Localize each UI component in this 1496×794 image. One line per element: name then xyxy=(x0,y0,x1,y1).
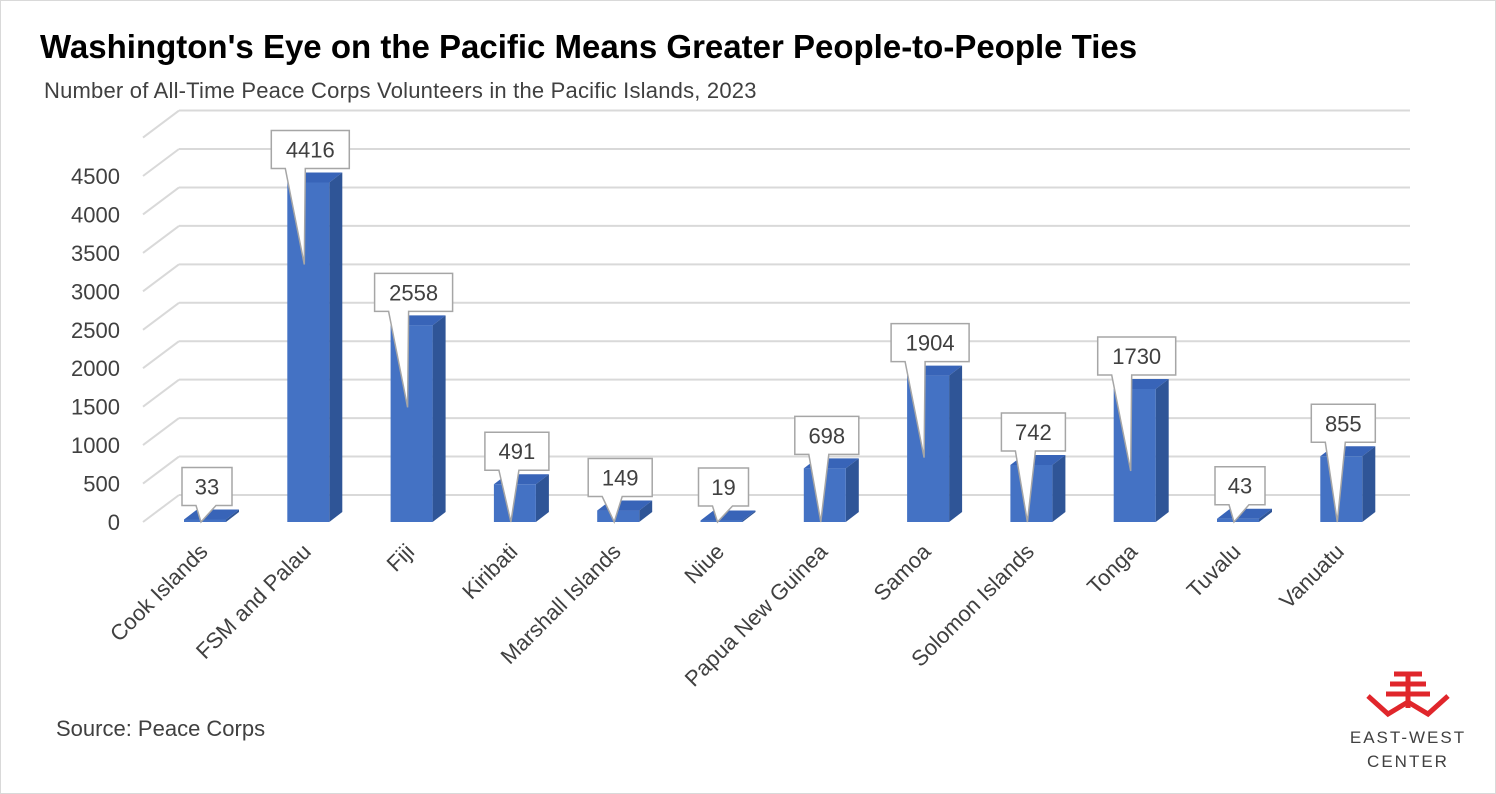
data-label-callout xyxy=(1000,412,1067,523)
y-tick-label: 0 xyxy=(108,510,120,535)
bar xyxy=(287,182,330,522)
gridline-depth xyxy=(142,455,180,485)
bar-side xyxy=(949,365,963,522)
data-label-callout xyxy=(181,466,233,524)
logo-text-line1: EAST-WEST xyxy=(1349,728,1467,747)
y-tick-label: 2000 xyxy=(71,356,120,381)
data-label-callout xyxy=(1310,403,1377,523)
bar-side xyxy=(329,172,343,522)
x-category-label: Kiribati xyxy=(457,539,522,604)
bar-side xyxy=(639,500,653,522)
data-label-callout xyxy=(373,272,454,408)
bar-side xyxy=(845,458,859,522)
gridline-depth xyxy=(142,340,180,370)
x-category-label: Vanuatu xyxy=(1274,539,1348,613)
gridline-depth xyxy=(142,148,180,177)
bar-top xyxy=(700,510,756,521)
gridline-depth xyxy=(142,263,180,293)
east-west-center-logo-icon xyxy=(1366,671,1450,718)
gridline-depth xyxy=(142,494,180,523)
gridline-depth xyxy=(142,186,180,216)
bar xyxy=(597,510,640,522)
y-tick-label: 4500 xyxy=(71,164,120,189)
gridline-depth xyxy=(142,301,180,331)
bar-side xyxy=(226,509,239,522)
bar-side xyxy=(432,315,446,522)
x-category-label: Tonga xyxy=(1082,538,1143,599)
chart-subtitle: Number of All-Time Peace Corps Volunteer… xyxy=(44,78,757,103)
data-label-callout xyxy=(697,467,750,524)
x-category-label: Tuvalu xyxy=(1182,539,1246,603)
bar xyxy=(1217,518,1259,522)
east-west-center-logo: EAST-WEST CENTER xyxy=(1348,668,1468,778)
bar-side xyxy=(1052,454,1066,522)
source-note: Source: Peace Corps xyxy=(56,716,266,741)
data-label: 4416 xyxy=(286,137,335,162)
bar-side xyxy=(1259,508,1272,522)
gridline-depth xyxy=(142,225,180,254)
x-category-label: Niue xyxy=(679,539,729,589)
y-tick-label: 3000 xyxy=(71,279,120,304)
gridline-depth xyxy=(142,109,180,139)
y-tick-label: 1500 xyxy=(71,395,120,420)
y-tick-label: 2500 xyxy=(71,318,120,343)
bar-side xyxy=(535,474,549,522)
data-label: 33 xyxy=(195,474,219,499)
data-label: 855 xyxy=(1325,411,1362,436)
data-label-callout xyxy=(270,129,351,265)
data-label: 43 xyxy=(1228,474,1252,499)
data-label-callout xyxy=(484,431,550,523)
data-label-callout xyxy=(587,457,653,525)
y-tick-label: 4000 xyxy=(71,202,120,227)
y-tick-label: 3500 xyxy=(71,241,120,266)
data-label-callout xyxy=(1214,465,1266,524)
data-label: 19 xyxy=(711,475,735,500)
bar xyxy=(700,520,743,522)
bar-side xyxy=(742,510,756,522)
logo-text-line2: CENTER xyxy=(1367,752,1449,771)
data-label: 491 xyxy=(499,439,536,464)
x-category-label: Cook Islands xyxy=(105,539,213,647)
gridline-depth xyxy=(142,417,180,446)
data-label: 742 xyxy=(1015,420,1052,445)
data-label-callout xyxy=(794,415,860,523)
data-label: 2558 xyxy=(389,280,438,305)
y-tick-label: 500 xyxy=(83,472,120,497)
x-category-label: Samoa xyxy=(869,538,937,606)
chart-title: Washington's Eye on the Pacific Means Gr… xyxy=(40,28,1138,65)
x-category-label: Fiji xyxy=(382,539,420,577)
y-tick-label: 1000 xyxy=(71,433,120,458)
data-label: 1730 xyxy=(1112,344,1161,369)
data-label-callout xyxy=(1096,336,1177,472)
data-label: 698 xyxy=(808,423,845,448)
bar-side xyxy=(1362,446,1376,522)
data-label-callout xyxy=(890,322,970,458)
data-label: 1904 xyxy=(906,331,955,356)
gridline-depth xyxy=(142,378,180,408)
bar-side xyxy=(1155,378,1169,522)
bar xyxy=(184,519,226,522)
data-label: 149 xyxy=(602,466,639,491)
